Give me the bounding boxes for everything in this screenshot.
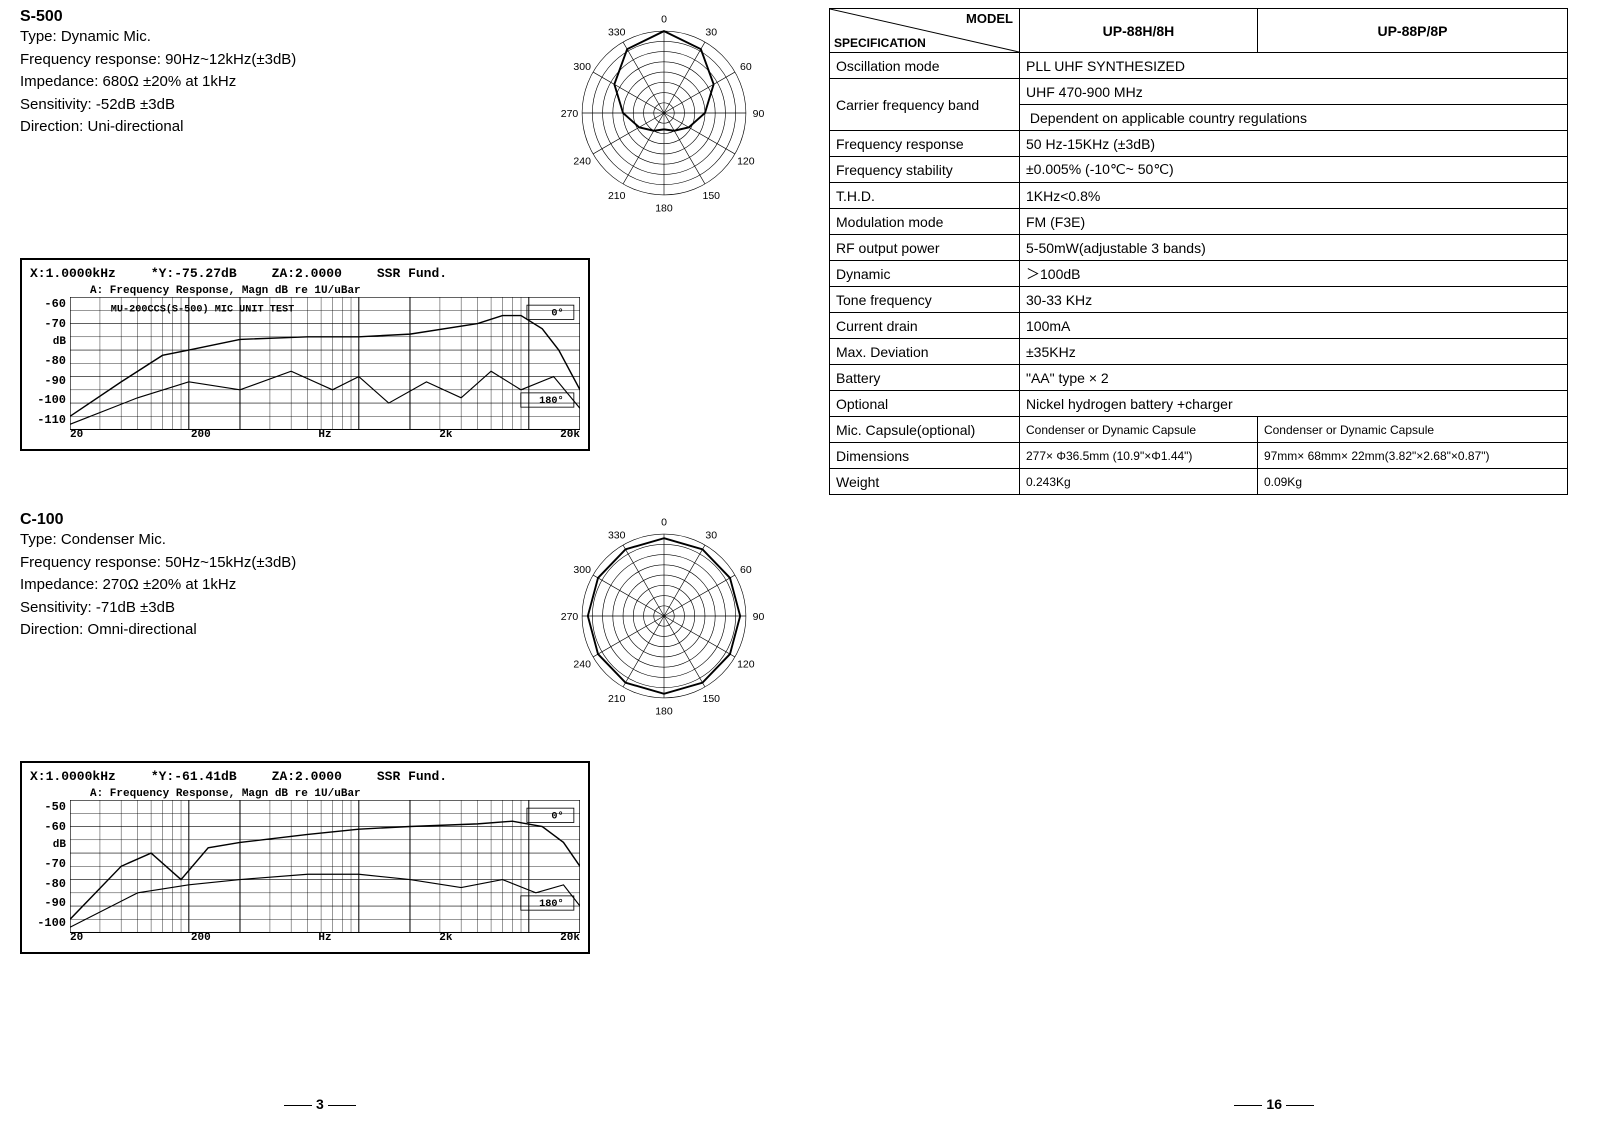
s500-chart-sub: A: Frequency Response, Magn dB re 1U/uBa… xyxy=(90,285,580,297)
svg-text:270: 270 xyxy=(561,108,579,120)
s500-line-0: Type: Dynamic Mic. xyxy=(20,26,529,49)
right-column: MODELSPECIFICATIONUP-88H/8HUP-88P/8POsci… xyxy=(799,0,1598,1132)
svg-text:60: 60 xyxy=(740,564,752,576)
svg-text:330: 330 xyxy=(608,529,626,541)
c100-chart-h1: *Y:-61.41dB xyxy=(151,769,237,784)
c100-chart-h0: X:1.0000kHz xyxy=(30,769,116,784)
svg-text:120: 120 xyxy=(737,658,755,670)
svg-text:120: 120 xyxy=(737,155,755,167)
page-number-right: 16 xyxy=(1230,1096,1318,1112)
left-column: S-500 Type: Dynamic Mic. Frequency respo… xyxy=(0,0,799,1132)
svg-text:180°: 180° xyxy=(539,395,563,407)
c100-line-1: Frequency response: 50Hz~15kHz(±3dB) xyxy=(20,552,529,575)
s500-line-4: Direction: Uni-directional xyxy=(20,116,529,139)
svg-text:90: 90 xyxy=(753,611,765,623)
svg-text:180: 180 xyxy=(655,706,673,718)
s500-y-axis: -60-70dB-80-90-100-110 xyxy=(30,297,70,427)
svg-text:240: 240 xyxy=(573,155,591,167)
s500-model: S-500 xyxy=(20,8,529,26)
c100-chart-h2: ZA:2.0000 xyxy=(272,769,342,784)
c100-chart-h3: SSR Fund. xyxy=(377,769,447,784)
svg-text:180: 180 xyxy=(655,203,673,215)
c100-line-3: Sensitivity: -71dB ±3dB xyxy=(20,597,529,620)
s500-chart-h1: *Y:-75.27dB xyxy=(151,266,237,281)
c100-line-0: Type: Condenser Mic. xyxy=(20,529,529,552)
svg-text:0°: 0° xyxy=(551,307,563,319)
page-number-left: 3 xyxy=(280,1096,360,1112)
svg-text:150: 150 xyxy=(702,693,720,705)
c100-line-4: Direction: Omni-directional xyxy=(20,619,529,642)
c100-freq-chart: X:1.0000kHz *Y:-61.41dB ZA:2.0000 SSR Fu… xyxy=(20,761,590,954)
s500-x-axis: 20200Hz2k20k xyxy=(70,429,580,441)
s500-block: S-500 Type: Dynamic Mic. Frequency respo… xyxy=(20,8,769,451)
svg-text:180°: 180° xyxy=(539,898,563,910)
svg-text:30: 30 xyxy=(705,529,717,541)
svg-text:0: 0 xyxy=(661,517,667,529)
svg-text:MU-200CCS(S-500) MIC UNIT TEST: MU-200CCS(S-500) MIC UNIT TEST xyxy=(111,303,294,315)
c100-x-axis: 20200Hz2k20k xyxy=(70,932,580,944)
svg-text:60: 60 xyxy=(740,61,752,73)
s500-polar-chart: 0306090120150180210240270300330 xyxy=(559,8,769,208)
s500-line-2: Impedance: 680Ω ±20% at 1kHz xyxy=(20,71,529,94)
s500-freq-chart: X:1.0000kHz *Y:-75.27dB ZA:2.0000 SSR Fu… xyxy=(20,258,590,451)
svg-text:330: 330 xyxy=(608,26,626,38)
svg-text:300: 300 xyxy=(573,61,591,73)
c100-chart-sub: A: Frequency Response, Magn dB re 1U/uBa… xyxy=(90,788,580,800)
svg-text:300: 300 xyxy=(573,564,591,576)
svg-text:30: 30 xyxy=(705,26,717,38)
s500-text: S-500 Type: Dynamic Mic. Frequency respo… xyxy=(20,8,529,139)
svg-text:210: 210 xyxy=(608,693,626,705)
svg-text:210: 210 xyxy=(608,190,626,202)
c100-text: C-100 Type: Condenser Mic. Frequency res… xyxy=(20,511,529,642)
svg-text:150: 150 xyxy=(702,190,720,202)
c100-block: C-100 Type: Condenser Mic. Frequency res… xyxy=(20,511,769,954)
s500-chart-h2: ZA:2.0000 xyxy=(272,266,342,281)
svg-text:270: 270 xyxy=(561,611,579,623)
c100-polar-chart: 0306090120150180210240270300330 xyxy=(559,511,769,711)
c100-line-2: Impedance: 270Ω ±20% at 1kHz xyxy=(20,574,529,597)
svg-text:0°: 0° xyxy=(551,810,563,822)
s500-chart-h0: X:1.0000kHz xyxy=(30,266,116,281)
spec-table: MODELSPECIFICATIONUP-88H/8HUP-88P/8POsci… xyxy=(829,8,1568,495)
c100-model: C-100 xyxy=(20,511,529,529)
c100-y-axis: -50-60dB-70-80-90-100 xyxy=(30,800,70,930)
svg-text:240: 240 xyxy=(573,658,591,670)
s500-line-3: Sensitivity: -52dB ±3dB xyxy=(20,94,529,117)
svg-text:0: 0 xyxy=(661,14,667,26)
s500-line-1: Frequency response: 90Hz~12kHz(±3dB) xyxy=(20,49,529,72)
svg-text:90: 90 xyxy=(753,108,765,120)
s500-chart-h3: SSR Fund. xyxy=(377,266,447,281)
